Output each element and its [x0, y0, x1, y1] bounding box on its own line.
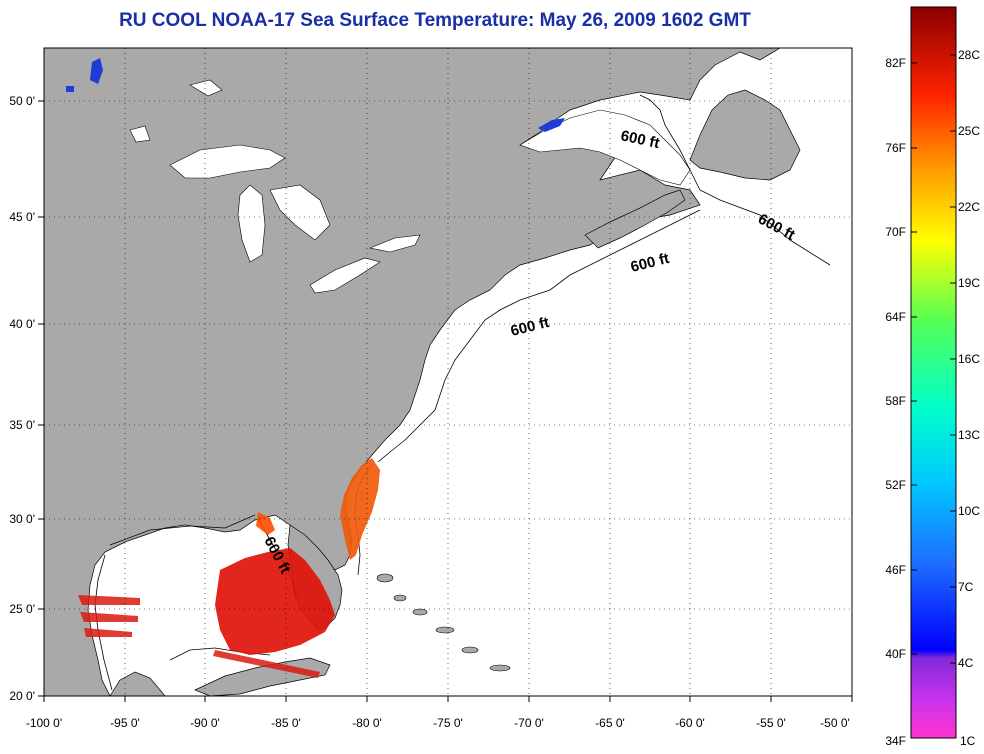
colorbar-f-label: 64F	[885, 310, 906, 324]
colorbar-f-label: 58F	[885, 394, 906, 408]
north-america-land	[44, 48, 781, 696]
lon-tick-label: -65 0'	[595, 716, 625, 730]
colorbar-c-label: 1C	[960, 734, 976, 748]
lon-tick-label: -85 0'	[271, 716, 301, 730]
colorbar-f-label: 82F	[885, 56, 906, 70]
map-grid	[44, 48, 852, 696]
colorbar: 82F 76F 70F 64F 58F 52F 46F 40F 34F 28C …	[885, 6, 980, 748]
lon-tick-label: -90 0'	[190, 716, 220, 730]
colorbar-c-label: 4C	[958, 656, 974, 670]
lon-tick-label: -100 0'	[26, 716, 62, 730]
lon-tick-label: -80 0'	[352, 716, 382, 730]
lon-tick-label: -50 0'	[820, 716, 850, 730]
colorbar-c-label: 7C	[958, 580, 974, 594]
colorbar-c-label: 28C	[958, 48, 980, 62]
great-lakes	[129, 79, 421, 294]
longitude-labels: -100 0' -95 0' -90 0' -85 0' -80 0' -75 …	[26, 716, 850, 730]
newfoundland-land	[689, 89, 801, 181]
yucatan-land	[109, 671, 166, 696]
colorbar-c-label: 10C	[958, 504, 980, 518]
colorbar-f-label: 46F	[885, 563, 906, 577]
map-title: RU COOL NOAA-17 Sea Surface Temperature:…	[119, 10, 751, 31]
colorbar-ramp	[910, 6, 957, 739]
colorbar-c-label: 22C	[958, 200, 980, 214]
bahamas-islands	[376, 573, 511, 672]
sst-gulf-of-mexico	[215, 548, 335, 655]
latitude-labels: 20 0' 25 0' 30 0' 35 0' 40 0' 45 0' 50 0…	[9, 94, 35, 703]
colorbar-c-label: 16C	[958, 352, 980, 366]
lon-tick-label: -55 0'	[756, 716, 786, 730]
lat-tick-label: 40 0'	[9, 317, 35, 331]
sst-florida-shelf	[256, 512, 275, 535]
colorbar-ticks	[911, 54, 956, 664]
lon-tick-label: -60 0'	[675, 716, 705, 730]
colorbar-f-label: 52F	[885, 478, 906, 492]
colorbar-f-label: 76F	[885, 141, 906, 155]
tick-marks	[38, 100, 853, 702]
lat-tick-label: 25 0'	[9, 602, 35, 616]
lat-tick-label: 30 0'	[9, 512, 35, 526]
colorbar-c-label: 19C	[958, 276, 980, 290]
lat-tick-label: 45 0'	[9, 210, 35, 224]
colorbar-f-label: 70F	[885, 225, 906, 239]
colorbar-c-label: 25C	[958, 124, 980, 138]
colorbar-f-label: 34F	[885, 734, 906, 748]
lat-tick-label: 35 0'	[9, 418, 35, 432]
lon-tick-label: -75 0'	[433, 716, 463, 730]
lat-tick-label: 20 0'	[9, 689, 35, 703]
colorbar-c-label: 13C	[958, 428, 980, 442]
lon-tick-label: -70 0'	[514, 716, 544, 730]
colorbar-f-label: 40F	[885, 647, 906, 661]
lat-tick-label: 50 0'	[9, 94, 35, 108]
gulf-st-lawrence	[519, 109, 691, 186]
sst-east-coast	[340, 458, 380, 560]
lon-tick-label: -95 0'	[110, 716, 140, 730]
sst-gulf-streaks	[78, 595, 320, 678]
